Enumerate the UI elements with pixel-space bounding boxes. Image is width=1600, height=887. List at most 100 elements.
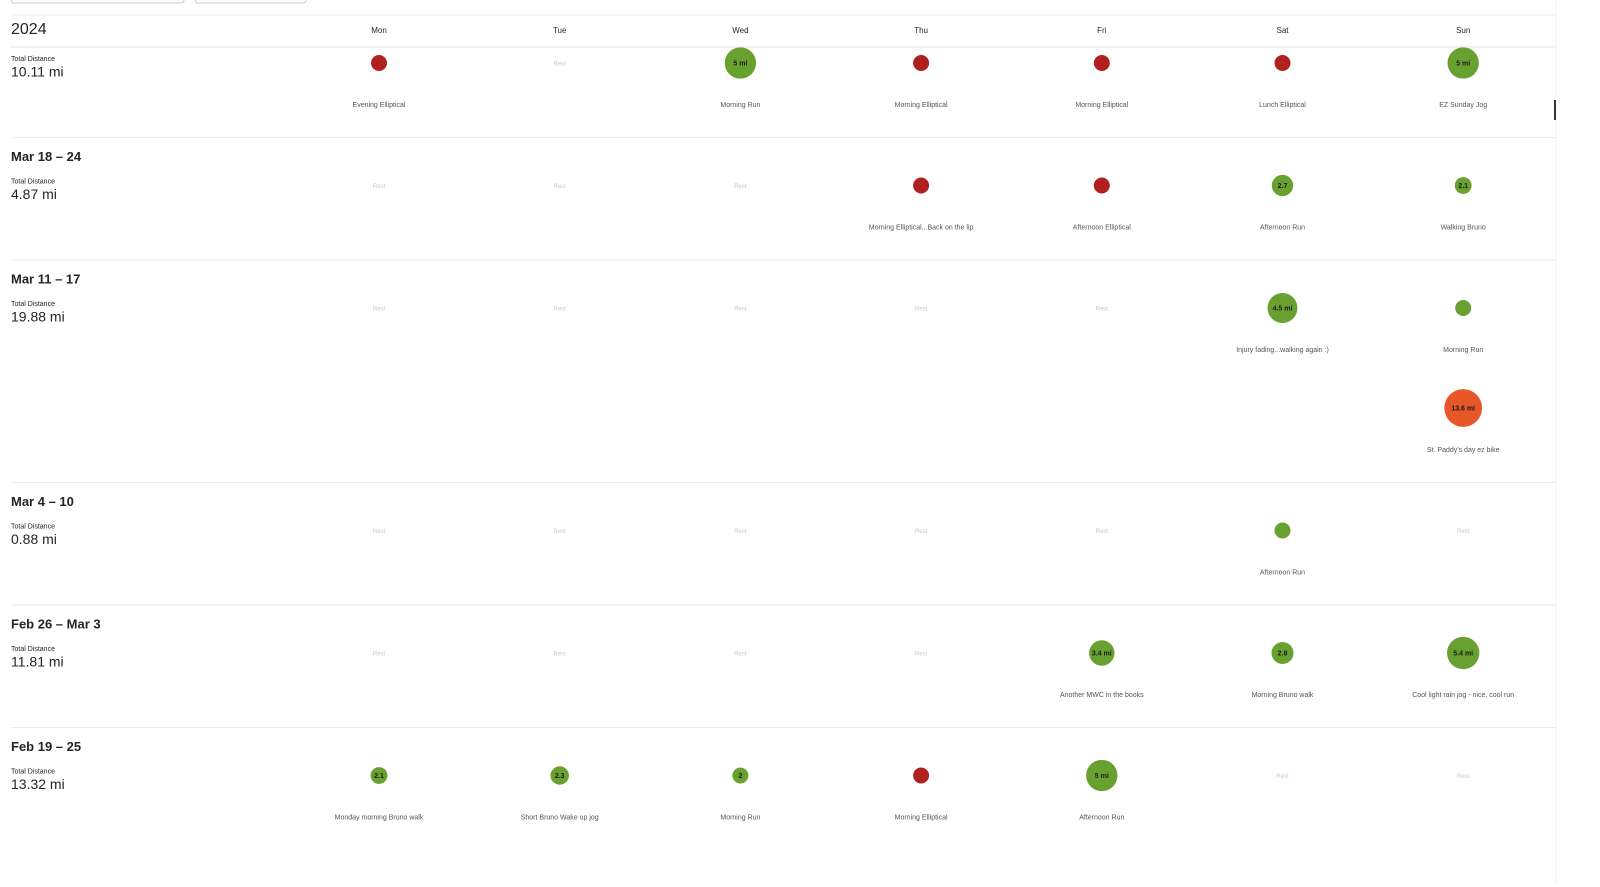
activity-name[interactable]: Evening Elliptical: [353, 102, 406, 109]
activity-dot[interactable]: [1274, 522, 1291, 539]
activity-name[interactable]: Morning Elliptical: [1075, 102, 1128, 109]
activity-name[interactable]: Afternoon Elliptical: [1073, 224, 1131, 231]
activity-dot[interactable]: [1455, 300, 1472, 316]
rest-label: Rest: [1457, 529, 1470, 535]
activity-dot[interactable]: [1086, 759, 1118, 792]
activity-distance: 5 mi: [1456, 60, 1470, 67]
activity-dot[interactable]: [1089, 640, 1115, 666]
day-name: Sat: [1276, 26, 1289, 35]
day-name: Wed: [732, 26, 748, 35]
activity-distance: 2.8: [1278, 650, 1288, 657]
activity-name[interactable]: Afternoon Run: [1260, 569, 1305, 576]
activity-distance: 2.1: [374, 773, 384, 780]
activity-name[interactable]: Morning Bruno walk: [1252, 692, 1314, 699]
activity-dot[interactable]: [1444, 389, 1483, 427]
activity-name[interactable]: Afternoon Run: [1260, 224, 1305, 231]
day-header: Mon Tue Wed Thu Fri Sat Sun: [371, 26, 1470, 35]
day-name: Mon: [371, 26, 387, 35]
filter-select[interactable]: [194, 0, 307, 4]
total-label: Total Distance: [11, 768, 55, 775]
activity-name[interactable]: Morning Elliptical: [895, 102, 948, 109]
rest-label: Rest: [915, 529, 928, 535]
year: 2024: [11, 21, 47, 38]
activity-name[interactable]: Walking Bruno: [1441, 224, 1486, 231]
rest-label: Rest: [734, 307, 747, 313]
activity-name[interactable]: Monday morning Bruno walk: [335, 814, 424, 821]
activity-dot[interactable]: [913, 767, 930, 784]
total-label: Total Distance: [11, 178, 55, 185]
rest-label: Rest: [554, 62, 567, 68]
activity-dot[interactable]: [1454, 177, 1472, 194]
day-name: Fri: [1097, 26, 1107, 35]
activity-dot[interactable]: [1447, 47, 1479, 79]
activity-name[interactable]: Morning Elliptical: [895, 814, 948, 821]
activity-name[interactable]: Another MWC in the books: [1060, 692, 1144, 699]
activity-distance: 13.6 mi: [1451, 405, 1475, 412]
activity-dot[interactable]: [1093, 55, 1110, 71]
rest-label: Rest: [1276, 774, 1289, 780]
activity-name[interactable]: Short Bruno Wake up jog: [521, 814, 599, 821]
activity-dot[interactable]: [550, 766, 569, 785]
rest-label: Rest: [373, 184, 386, 190]
activity-name[interactable]: Lunch Elliptical: [1259, 102, 1306, 109]
rest-label: Rest: [373, 529, 386, 535]
activity-name[interactable]: EZ Sunday Jog: [1439, 102, 1487, 109]
week-label: Feb 26 – Mar 3: [11, 616, 101, 631]
activity-dot[interactable]: [1271, 641, 1294, 665]
activity-dot[interactable]: [913, 177, 930, 194]
total-label: Total Distance: [11, 523, 55, 530]
activity-distance: 5.4 mi: [1453, 650, 1473, 657]
total-distance: 0.88 mi: [11, 531, 57, 547]
activity-dot[interactable]: [370, 767, 388, 784]
activity-name[interactable]: Cool light rain jog - nice, cool run: [1412, 692, 1514, 699]
activity-name[interactable]: Morning Run: [720, 102, 760, 109]
activity-dot[interactable]: [724, 47, 757, 79]
total-distance: 10.11 mi: [11, 64, 64, 80]
total-distance: 11.81 mi: [11, 654, 64, 670]
rest-label: Rest: [373, 307, 386, 313]
week-label: Feb 19 – 25: [11, 739, 81, 754]
activity-name[interactable]: Morning Elliptical...Back on the lip: [869, 224, 974, 231]
activity-name[interactable]: St. Paddy's day ez bike: [1427, 447, 1500, 454]
activity-distance: 2.1: [1458, 183, 1468, 190]
activity-name[interactable]: Morning Run: [1443, 347, 1483, 354]
activity-name[interactable]: Afternoon Run: [1079, 814, 1124, 821]
activity-distance: 5 mi: [1095, 773, 1109, 780]
total-distance: 13.32 mi: [11, 776, 65, 792]
total-label: Total Distance: [11, 56, 55, 63]
scrollbar[interactable]: [1554, 100, 1556, 120]
week-label: Mar 18 – 24: [11, 149, 82, 164]
day-name: Tue: [553, 26, 567, 35]
activity-dot[interactable]: [1267, 293, 1298, 323]
rest-label: Rest: [734, 652, 747, 658]
activity-dot[interactable]: [732, 767, 749, 784]
activity-dot[interactable]: [1447, 636, 1480, 670]
activity-distance: 4.5 mi: [1273, 305, 1293, 312]
activity-dot[interactable]: [1274, 55, 1291, 71]
activity-name[interactable]: Morning Run: [720, 814, 760, 821]
total-label: Total Distance: [11, 301, 55, 308]
rest-label: Rest: [915, 307, 928, 313]
activity-dot[interactable]: [1093, 177, 1110, 194]
filter-select[interactable]: [10, 0, 185, 4]
rest-label: Rest: [734, 184, 747, 190]
activity-dot[interactable]: [371, 55, 387, 71]
day-name: Sun: [1456, 26, 1470, 35]
header-bg: [0, 15, 1556, 47]
day-name: Thu: [914, 26, 928, 35]
activity-dot[interactable]: [913, 55, 930, 71]
activity-distance: 5 mi: [733, 60, 747, 67]
total-distance: 19.88 mi: [11, 309, 65, 325]
activity-name[interactable]: Injury fading...walking again :): [1236, 347, 1329, 354]
activity-distance: 2.3: [555, 773, 565, 780]
rest-label: Rest: [915, 652, 928, 658]
rest-label: Rest: [554, 307, 567, 313]
activity-distance: 3.4 mi: [1092, 650, 1112, 657]
activity-dot[interactable]: [1271, 174, 1294, 197]
rest-label: Rest: [1457, 774, 1470, 780]
activity-distance: 2: [738, 773, 742, 780]
rest-label: Rest: [373, 652, 386, 658]
